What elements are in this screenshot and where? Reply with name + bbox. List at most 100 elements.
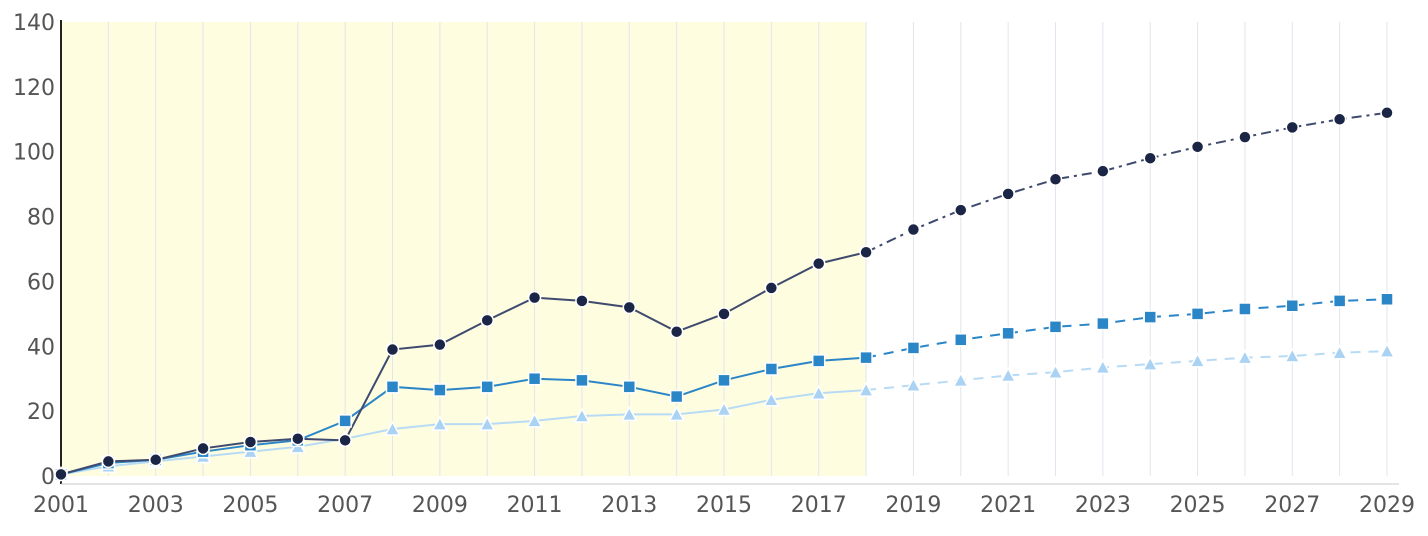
series-3-point-2026 [1236, 349, 1254, 365]
series-3-point-2011 [526, 412, 543, 428]
series-1-point-2015 [717, 307, 731, 321]
series-1-point-2021 [1001, 187, 1015, 201]
series-1-point-2028 [1332, 112, 1347, 127]
series-2-point-2016 [764, 362, 779, 376]
y-tick-label: 80 [27, 206, 55, 231]
series-1-point-2014 [669, 324, 684, 339]
series-2-point-2028 [1332, 294, 1347, 308]
series-2-point-2017 [811, 354, 826, 368]
series-1-point-2027 [1285, 120, 1300, 135]
series-2-point-2020 [954, 333, 968, 347]
series-2-point-2024 [1143, 310, 1157, 324]
series-1-actual-line [60, 251, 867, 476]
series-2-point-2010 [480, 380, 494, 394]
series-lines [60, 111, 1388, 476]
series-2-point-2011 [527, 371, 542, 386]
x-tick-label: 2023 [1075, 493, 1131, 518]
x-tick-label: 2017 [791, 493, 847, 518]
series-2-point-2026 [1238, 302, 1252, 316]
series-2-actual-line [60, 356, 867, 476]
x-tick-label: 2003 [128, 493, 184, 518]
historical-period-band [61, 22, 867, 476]
series-2-point-2027 [1285, 299, 1300, 313]
series-2-point-2009 [433, 383, 447, 397]
x-tick-label: 2007 [317, 493, 373, 518]
series-3-point-2009 [431, 415, 449, 431]
series-2-point-2021 [1001, 326, 1015, 341]
series-3-point-2019 [905, 376, 922, 392]
series-2-point-2015 [717, 373, 731, 388]
axes [60, 20, 1399, 485]
series-1-point-2005 [243, 435, 258, 449]
series-1-point-2018 [859, 245, 873, 259]
y-tick-label: 100 [13, 141, 55, 166]
series-2-point-2007 [338, 414, 352, 428]
series-3-point-2027 [1284, 347, 1301, 363]
series-3-point-2029 [1378, 342, 1396, 358]
x-tick-label: 2011 [507, 493, 563, 518]
x-tick-label: 2025 [1170, 493, 1226, 518]
series-3-point-2015 [715, 400, 733, 417]
x-tick-label: 2021 [980, 493, 1036, 518]
series-1-projection-line [865, 111, 1388, 254]
y-tick-label: 140 [13, 11, 55, 36]
series-2-point-2013 [622, 380, 637, 394]
series-1-point-2024 [1143, 151, 1157, 165]
y-axis-tick-labels: 0 20 40 60 80 100 120 140 [13, 11, 55, 490]
series-1-point-2016 [764, 281, 779, 295]
series-2-projection-line [865, 298, 1388, 359]
series-1-point-2023 [1096, 164, 1110, 178]
series-3-point-2028 [1331, 344, 1348, 360]
historical-band-rect [61, 22, 867, 476]
series-3-point-2016 [763, 391, 780, 407]
series-1-point-2009 [433, 337, 447, 352]
series-1-point-2017 [811, 256, 826, 271]
series-3-point-2010 [478, 415, 496, 431]
series-3-point-2013 [621, 405, 638, 422]
series-2-point-2022 [1048, 320, 1063, 334]
y-tick-label: 20 [27, 400, 55, 425]
series-1-point-2029 [1380, 106, 1394, 120]
series-3-point-2023 [1094, 358, 1112, 375]
series-3-projection-line [865, 350, 1388, 392]
series-markers [52, 106, 1396, 482]
series-1-point-2007 [338, 433, 352, 448]
x-tick-label: 2029 [1359, 493, 1415, 518]
y-tick-label: 0 [41, 465, 55, 490]
series-2-point-2025 [1190, 307, 1205, 321]
series-1-point-2013 [622, 300, 637, 315]
series-2-point-2012 [575, 373, 589, 388]
series-1-point-2006 [291, 431, 305, 446]
series-3-actual-line [60, 389, 867, 476]
series-2-point-2014 [669, 389, 684, 404]
series-3-point-2008 [384, 420, 401, 436]
series-3-point-2018 [857, 381, 875, 397]
series-3-point-2014 [668, 405, 685, 422]
series-3-point-2017 [810, 384, 827, 401]
series-1-point-2022 [1048, 172, 1063, 187]
x-tick-label: 2015 [696, 493, 752, 518]
series-3-point-2022 [1047, 363, 1064, 379]
series-1-point-2008 [385, 342, 400, 357]
series-1-point-2004 [196, 441, 210, 456]
series-3-point-2021 [999, 366, 1017, 383]
x-axis-tick-labels: 2001 2003 2005 2007 2009 2011 2013 2015 2017 2019… [33, 493, 1415, 518]
x-tick-label: 2019 [885, 493, 941, 518]
series-1-point-2019 [906, 222, 921, 237]
y-tick-label: 120 [13, 76, 55, 101]
series-1-point-2003 [148, 453, 163, 467]
series-1-point-2026 [1238, 130, 1252, 144]
series-1-point-2001 [54, 467, 68, 482]
x-tick-label: 2027 [1264, 493, 1320, 518]
series-2-point-2008 [385, 380, 400, 394]
x-tick-label: 2001 [33, 493, 89, 518]
series-1-point-2011 [527, 290, 542, 305]
series-3-point-2024 [1141, 355, 1159, 371]
series-3-point-2025 [1189, 352, 1206, 368]
series-2-point-2019 [906, 341, 921, 355]
series-2-point-2018 [859, 350, 873, 365]
series-1-point-2010 [480, 313, 494, 328]
x-tick-label: 2009 [412, 493, 468, 518]
series-1-point-2002 [101, 454, 116, 469]
